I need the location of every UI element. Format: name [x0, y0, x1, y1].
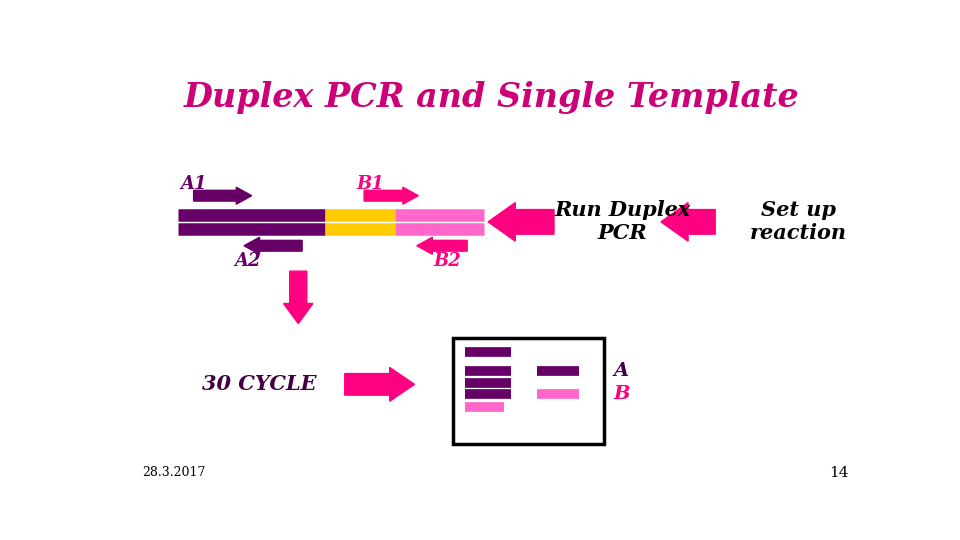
FancyArrow shape [283, 271, 313, 323]
Text: 28.3.2017: 28.3.2017 [142, 467, 205, 480]
Text: Duplex PCR and Single Template: Duplex PCR and Single Template [184, 80, 800, 113]
FancyArrow shape [244, 237, 302, 254]
Text: B: B [613, 386, 630, 403]
FancyArrow shape [345, 367, 415, 401]
Text: B1: B1 [356, 175, 384, 193]
Text: 30 CYCLE: 30 CYCLE [203, 374, 317, 394]
Text: A: A [613, 362, 629, 380]
FancyArrow shape [194, 187, 252, 204]
FancyArrow shape [660, 202, 715, 241]
FancyArrow shape [488, 202, 554, 241]
Text: A2: A2 [234, 252, 261, 270]
Bar [453, 338, 605, 444]
Text: Set up
reaction: Set up reaction [750, 200, 847, 244]
Text: Run Duplex
PCR: Run Duplex PCR [554, 200, 690, 244]
Text: 14: 14 [829, 466, 849, 480]
Text: A1: A1 [180, 175, 207, 193]
FancyArrow shape [364, 187, 419, 204]
FancyArrow shape [417, 237, 468, 254]
Text: B2: B2 [434, 252, 462, 270]
